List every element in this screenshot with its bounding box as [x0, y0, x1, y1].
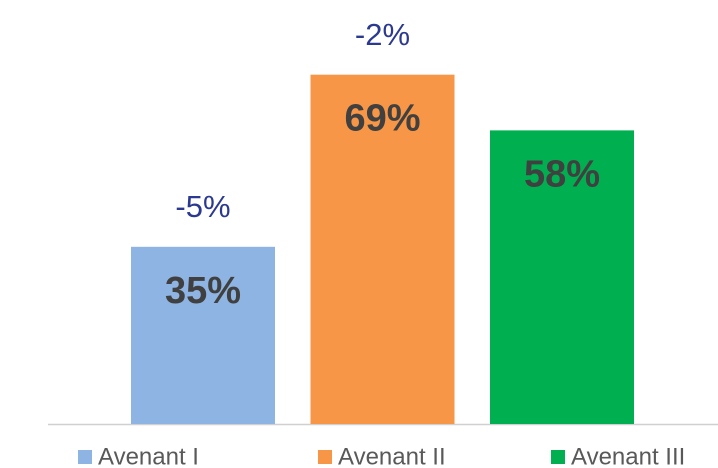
bar — [490, 130, 634, 424]
bar — [131, 246, 275, 424]
legend-swatch — [78, 450, 92, 464]
annotation: -2% — [355, 17, 410, 52]
bar — [310, 74, 455, 424]
value-label: 35% — [165, 270, 241, 312]
legend-label: Avenant II — [338, 443, 446, 468]
legend-swatch — [318, 450, 332, 464]
value-label: 69% — [344, 98, 420, 140]
legend-swatch — [551, 450, 565, 464]
legend-label: Avenant III — [571, 443, 685, 468]
value-label: 58% — [524, 153, 600, 195]
legend-label: Avenant I — [98, 443, 199, 468]
annotation: -5% — [175, 189, 230, 224]
